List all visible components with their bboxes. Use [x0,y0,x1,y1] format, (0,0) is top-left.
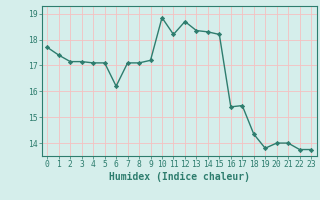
X-axis label: Humidex (Indice chaleur): Humidex (Indice chaleur) [109,172,250,182]
